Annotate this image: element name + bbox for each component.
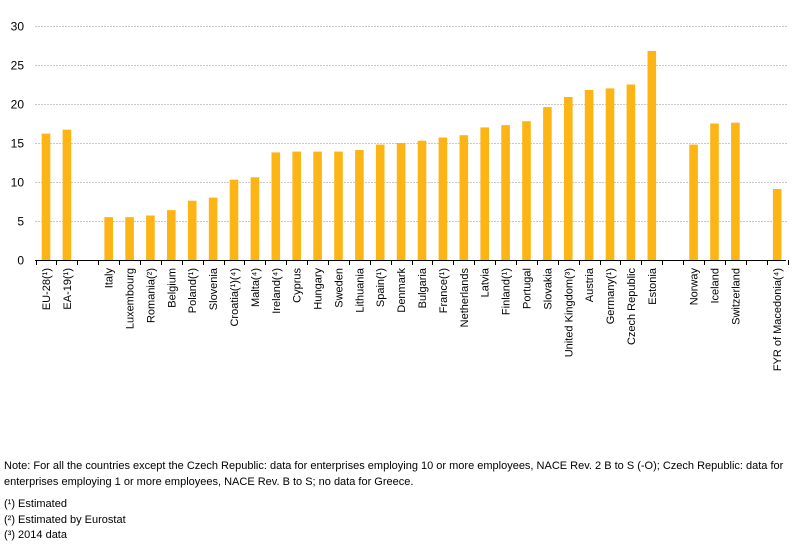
bar (459, 135, 469, 260)
x-tick-label: France(¹) (438, 268, 450, 313)
bar (375, 144, 385, 260)
x-tick-label: Latvia (480, 267, 492, 297)
chart-notes: Note: For all the countries except the C… (4, 459, 794, 544)
bar (41, 133, 51, 260)
x-tick-label: Romania(²) (145, 268, 157, 323)
x-tick-label: Czech Republic (626, 268, 638, 346)
bar (689, 144, 698, 260)
x-tick-label: EU-28(¹) (41, 268, 53, 310)
footnote: (²) Estimated by Eurostat (4, 513, 126, 526)
x-tick-label: EA-19(¹) (62, 268, 74, 310)
bar (710, 123, 719, 260)
bar (605, 88, 615, 261)
x-tick-label: Portugal (521, 268, 533, 309)
bar (208, 197, 218, 260)
y-tick-label: 20 (11, 98, 25, 112)
bar (584, 90, 594, 260)
y-tick-label: 5 (17, 215, 24, 229)
x-tick-label: Slovenia (208, 267, 220, 310)
bar (334, 151, 343, 260)
bar (480, 127, 489, 261)
bar (104, 217, 113, 260)
x-tick-label: Denmark (396, 268, 408, 313)
bar (438, 137, 448, 260)
bar (501, 125, 510, 260)
x-tick-label: Cyprus (292, 268, 304, 303)
x-tick-label: Estonia (647, 267, 659, 305)
gridlines (35, 26, 788, 222)
y-tick-label: 25 (11, 59, 25, 73)
x-tick-label: Norway (689, 268, 701, 306)
bar (292, 151, 301, 260)
x-tick-label: Spain(¹) (375, 268, 387, 307)
x-tick-label: FYR of Macedonia(⁴) (772, 268, 784, 371)
y-tick-label: 15 (11, 137, 25, 151)
bar (417, 140, 427, 260)
bar (647, 51, 657, 260)
footnote: (³) 2014 data (4, 529, 67, 541)
x-tick-label: Hungary (313, 268, 325, 310)
bar-chart: 0 5 10 15 20 25 30 EU-28(¹) EA-19(¹) Italy Luxemb… (11, 20, 789, 371)
bar (313, 151, 322, 260)
bar (396, 143, 406, 260)
x-axis-labels: EU-28(¹) EA-19(¹) Italy Luxembourg Romania(²… (41, 267, 784, 371)
bar (543, 107, 552, 260)
x-tick-label: Belgium (166, 268, 178, 308)
footnote: (¹) Estimated (4, 498, 67, 510)
bar (564, 97, 573, 260)
x-tick-label: Italy (104, 268, 116, 289)
bar (772, 189, 782, 260)
bar (167, 210, 176, 260)
x-tick-label: Lithuania (354, 267, 366, 313)
bar (271, 152, 281, 260)
y-axis-ticks: 0 5 10 15 20 25 30 (11, 20, 25, 268)
x-tick-label: Slovakia (542, 267, 554, 309)
y-tick-label: 30 (11, 20, 25, 34)
x-tick-label: Bulgaria (417, 267, 429, 308)
bar (187, 200, 197, 260)
bar (146, 215, 155, 260)
x-tick-label: Malta(⁴) (250, 268, 262, 307)
x-tick-label: Switzerland (730, 268, 742, 325)
x-tick-label: Iceland (709, 268, 721, 303)
bar (626, 84, 636, 260)
bars (41, 51, 782, 261)
bar (125, 217, 134, 260)
x-tick-label: Germany(¹) (605, 268, 617, 324)
x-tick-label: Ireland(⁴) (271, 268, 283, 314)
bar (250, 177, 260, 260)
x-tick-label: Austria (584, 267, 596, 302)
bar (229, 179, 239, 260)
note-text: Note: For all the countries except the C… (4, 460, 784, 488)
y-tick-label: 0 (17, 254, 24, 268)
x-axis (35, 260, 789, 265)
bar (62, 129, 72, 260)
x-tick-label: Netherlands (459, 268, 471, 328)
y-tick-label: 10 (11, 176, 25, 190)
bar (355, 150, 364, 260)
bar (731, 122, 740, 260)
x-tick-label: Poland(¹) (187, 268, 199, 313)
x-tick-label: Croatia(¹)(⁴) (229, 268, 241, 327)
x-tick-label: United Kingdom(³) (563, 268, 575, 357)
x-tick-label: Finland(¹) (501, 268, 513, 315)
x-tick-label: Sweden (333, 268, 345, 308)
x-tick-label: Luxembourg (125, 268, 137, 329)
bar (522, 121, 531, 260)
